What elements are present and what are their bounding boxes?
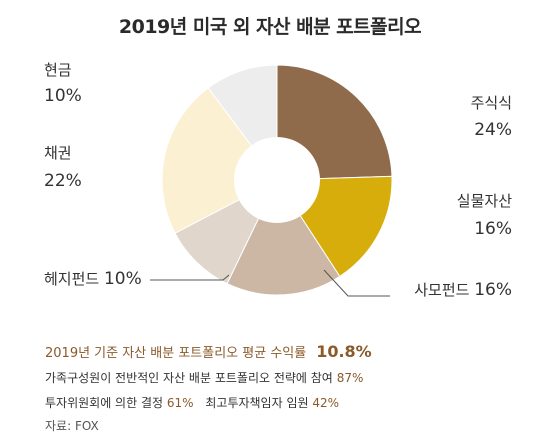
slice-value-2: 16% (474, 280, 512, 300)
leader-line-2 (323, 269, 390, 297)
footer-decision-stats: 투자위원회에 의한 결정 61% 최고투자책임자 임원 42% (45, 394, 339, 411)
chart-title: 2019년 미국 외 자산 배분 포트폴리오 (118, 16, 422, 38)
leader-lines (150, 269, 390, 297)
slice-value-4: 22% (44, 171, 82, 191)
slice-label-2: 사모펀드 16% (414, 280, 512, 300)
leader-line-3 (150, 274, 230, 281)
slice-name-3: 헤지펀드 (44, 270, 104, 288)
slice-label-3: 헤지펀드 10% (44, 269, 142, 289)
source-note: 자료: FOX (45, 419, 99, 433)
committee-decision-value: 61% (166, 396, 194, 410)
footer-family-participation: 가족구성원이 전반적인 자산 배분 포트폴리오 전략에 참여 87% (45, 369, 363, 386)
slice-value-0: 24% (474, 120, 512, 140)
pie-slice-2 (226, 178, 341, 296)
slice-value-3: 10% (104, 269, 142, 289)
slice-value-5: 10% (44, 86, 82, 106)
avg-return-label: 2019년 기준 자산 배분 포트폴리오 평균 수익률 (45, 346, 307, 361)
slice-value-1: 16% (474, 219, 512, 239)
donut-hole (234, 137, 320, 223)
cio-executive-label: 최고투자책임자 임원 (205, 396, 309, 410)
slice-name-0: 주식식 (471, 94, 512, 112)
slice-name-1: 실물자산 (457, 192, 512, 210)
avg-return-value: 10.8% (316, 342, 372, 361)
pie-slice-4 (161, 87, 278, 234)
pie-slices (161, 64, 393, 296)
committee-decision-label: 투자위원회에 의한 결정 (45, 396, 164, 410)
slice-name-5: 현금 (44, 61, 72, 79)
slice-name-2: 사모펀드 (414, 281, 474, 299)
family-participation-label: 가족구성원이 전반적인 자산 배분 포트폴리오 전략에 참여 (45, 371, 333, 385)
cio-executive-value: 42% (312, 396, 340, 410)
footer-avg-return: 2019년 기준 자산 배분 포트폴리오 평균 수익률 10.8% (45, 342, 372, 361)
family-participation-value: 87% (336, 371, 364, 385)
slice-name-4: 채권 (44, 144, 72, 162)
